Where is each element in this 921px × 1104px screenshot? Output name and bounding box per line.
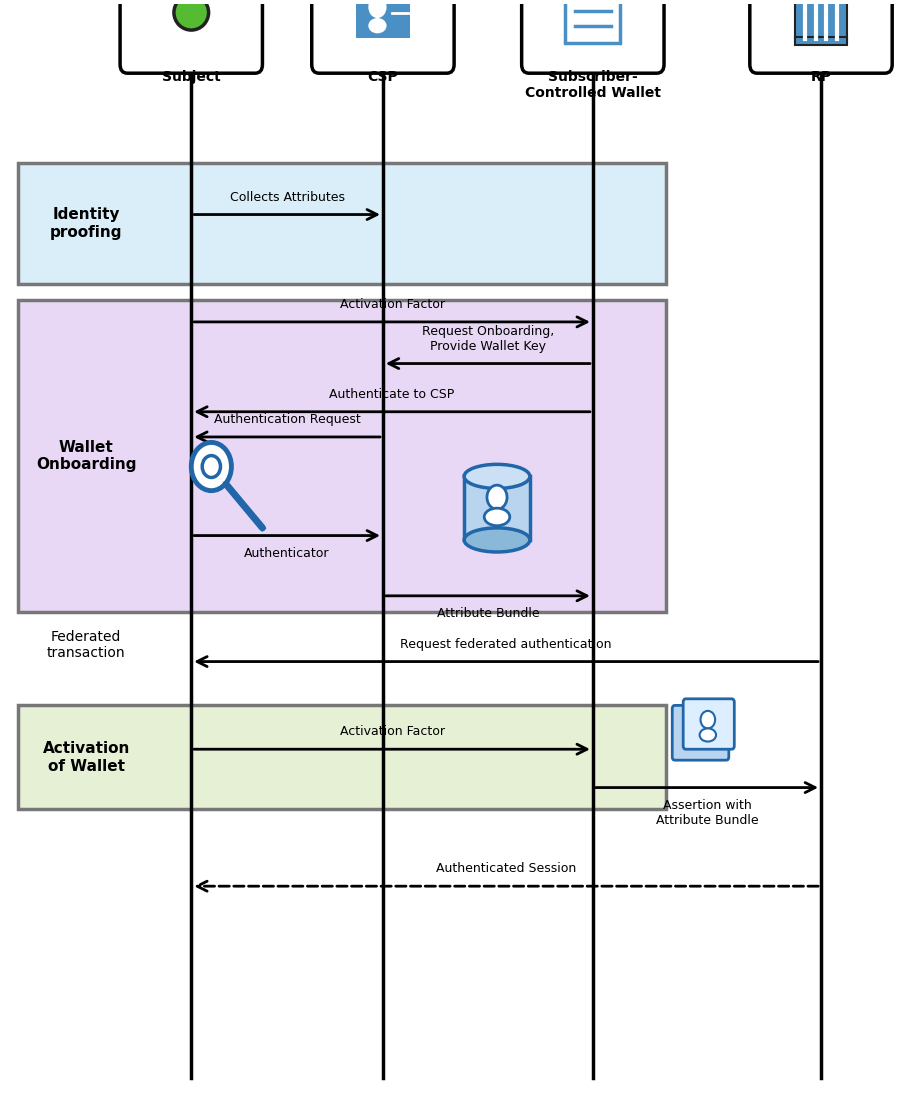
Ellipse shape [700,729,716,742]
Bar [565,0,620,43]
Circle shape [203,456,220,478]
Text: Subject: Subject [162,70,221,84]
FancyBboxPatch shape [750,0,892,73]
Bar [17,705,666,809]
Text: Identity
proofing: Identity proofing [50,208,122,240]
Text: Collects Attributes: Collects Attributes [229,191,344,203]
Bar [356,0,410,38]
Text: Request federated authentication: Request federated authentication [401,638,612,650]
Text: Authentication Request: Authentication Request [214,413,360,426]
Text: Activation Factor: Activation Factor [340,725,445,739]
Text: Activation Factor: Activation Factor [340,298,445,311]
Text: Authenticator: Authenticator [244,546,330,560]
Circle shape [701,711,715,729]
FancyBboxPatch shape [311,0,454,73]
Text: Wallet
Onboarding: Wallet Onboarding [36,439,136,473]
FancyBboxPatch shape [521,0,664,73]
Ellipse shape [368,18,387,33]
Bar [464,477,530,540]
Text: Attribute Bundle: Attribute Bundle [437,607,539,619]
Text: Request Onboarding,
Provide Wallet Key: Request Onboarding, Provide Wallet Key [422,325,554,352]
Circle shape [487,485,507,509]
Ellipse shape [484,508,510,526]
Bar [17,300,666,613]
Ellipse shape [464,465,530,488]
Bar [796,0,846,41]
Ellipse shape [464,528,530,552]
FancyBboxPatch shape [120,0,262,73]
Bar [796,36,846,45]
Text: Authenticated Session: Authenticated Session [436,862,577,875]
Text: RP: RP [810,70,832,84]
Text: Federated
transaction: Federated transaction [47,630,125,660]
Bar [17,163,666,284]
FancyBboxPatch shape [683,699,734,750]
Circle shape [368,0,387,18]
Text: CSP: CSP [367,70,398,84]
Text: Assertion with
Attribute Bundle: Assertion with Attribute Bundle [656,798,758,827]
Circle shape [173,0,209,8]
Text: Activation
of Wallet: Activation of Wallet [42,741,130,774]
Text: Subscriber-
Controlled Wallet: Subscriber- Controlled Wallet [525,70,661,100]
Text: Authenticate to CSP: Authenticate to CSP [330,388,455,401]
FancyBboxPatch shape [672,705,729,761]
Circle shape [192,443,231,490]
Ellipse shape [174,0,208,30]
